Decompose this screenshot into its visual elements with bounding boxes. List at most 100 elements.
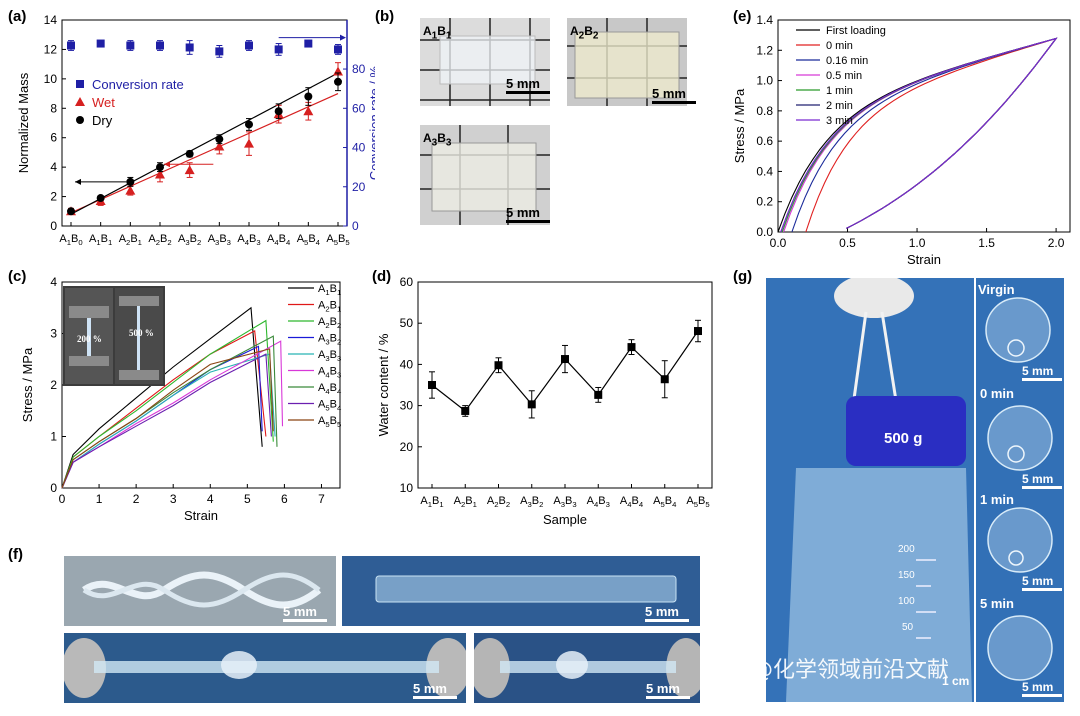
x-tick-label: A1B0 [59, 233, 82, 247]
point-conversion-rate [126, 41, 135, 50]
legend-label-a3b3: A3B3 [318, 349, 341, 363]
point-conversion-rate [156, 41, 164, 50]
point-conversion-rate [334, 45, 342, 54]
legend-label: 0.5 min [826, 70, 862, 82]
x-tick-label: 1.0 [909, 236, 926, 250]
wet-arrow-head [164, 161, 170, 168]
chart-a: 0 2 4 6 8 10 12 14 0 20 40 60 80 A1B0 A1B1 A2B1 A2B2 A3B2… [16, 13, 375, 247]
x-tick-label: 2.0 [1048, 236, 1065, 250]
legend-label: 0.16 min [826, 55, 868, 67]
y-tick-label: 2 [50, 378, 57, 392]
trend-line-dry [70, 72, 339, 215]
panel-label-f: (f) [8, 546, 23, 563]
label-virgin: Virgin [978, 282, 1015, 297]
tensile-test-inset: 200 % 500 % [63, 286, 165, 386]
bottle-mark-200: 200 [898, 544, 915, 555]
weight-label: 500 g [884, 430, 923, 447]
photo-a3b3 [420, 125, 550, 225]
legend-label-a1b1: A1B1 [318, 283, 341, 297]
y-tick-label: 0.2 [756, 195, 773, 209]
y-tick-label: 2 [50, 190, 57, 204]
legend-label: 3 min [826, 115, 853, 127]
y2-tick-label: 80 [352, 62, 366, 76]
curve-3-min [780, 37, 1058, 233]
x-tick-label: A2B2 [148, 233, 171, 247]
y2-tick-label: 40 [352, 141, 366, 155]
x-tick-label: A4B3 [237, 233, 260, 247]
data-point [461, 406, 470, 415]
panel-label-c: (c) [8, 268, 27, 285]
point-dry [304, 92, 313, 101]
data-point [627, 343, 636, 352]
data-point [494, 361, 503, 370]
bottle-mark-100: 100 [898, 596, 915, 607]
y-axis-label: Normalized Mass [16, 72, 31, 173]
inset-label-200: 200 % [77, 334, 102, 344]
x-tick-label: A1B1 [420, 495, 443, 509]
point-conversion-rate [274, 45, 283, 54]
data-point [694, 327, 702, 336]
point-conversion-rate [185, 43, 194, 52]
scale-bar-b2: 5 mm [652, 86, 696, 105]
photo-knotted-fiber-2 [474, 633, 700, 703]
point-dry [245, 120, 253, 129]
legend-label-a2b1: A2B1 [318, 300, 341, 314]
x-tick-label: 0.5 [839, 236, 856, 250]
point-dry [96, 194, 105, 203]
scale-bar-f2: 5 mm [645, 604, 689, 623]
scale-bar-g1: 5 mm [1022, 364, 1062, 382]
y-tick-label: 20 [400, 440, 414, 454]
panel-label-b: (b) [375, 8, 395, 25]
label-5-min: 5 min [980, 596, 1014, 611]
legend-label: 2 min [826, 100, 853, 112]
curve-2-min [780, 37, 1058, 233]
point-dry [215, 135, 224, 144]
y-tick-label: 8 [50, 101, 57, 115]
panel-label-g: (g) [733, 268, 753, 285]
point-wet [244, 138, 254, 148]
x-tick-label: 4 [207, 492, 214, 506]
legend-label-conversion: Conversion rate [92, 77, 184, 92]
scale-bar-b3: 5 mm [506, 205, 550, 224]
point-dry [185, 149, 194, 158]
point-dry [156, 163, 164, 172]
x-tick-label: 1.5 [978, 236, 995, 250]
point-conversion-rate [67, 41, 75, 50]
legend-label-a5b5: A5B5 [318, 415, 341, 429]
data-point [428, 381, 436, 389]
panel-label-e: (e) [733, 8, 752, 25]
x-tick-label: 5 [244, 492, 251, 506]
legend-label-a4b3: A4B3 [318, 366, 341, 380]
legend-marker-conversion [76, 80, 84, 88]
y2-tick-label: 20 [352, 180, 366, 194]
series-line-a2b2 [61, 319, 274, 489]
curve-first-loading [777, 37, 1058, 233]
scale-bar-f3: 5 mm [413, 681, 457, 700]
x-tick-label: A1B1 [89, 233, 112, 247]
watermark: 知乎 @化学领域前沿文献 [700, 658, 949, 683]
point-conversion-rate [96, 39, 105, 48]
data-point [594, 390, 603, 399]
scale-bar-g4: 5 mm [1022, 680, 1062, 698]
photo-healing-discs: Virgin 0 min 1 min 5 min [976, 278, 1064, 702]
y-tick-label: 1.2 [756, 43, 773, 57]
y-tick-label: 14 [44, 13, 58, 27]
point-wet [303, 106, 314, 116]
legend-label-wet: Wet [92, 95, 115, 110]
y2-axis-label: Conversion rate / % [367, 65, 375, 180]
chart-d: 10 20 30 40 50 60 A1B1 A2B1 A2B2 A3B2 A3B3 A4B3 A4B4… [376, 275, 713, 527]
x-tick-label: 3 [170, 492, 177, 506]
x-tick-label: 6 [281, 492, 288, 506]
y-tick-label: 12 [44, 42, 58, 56]
legend-label: 1 min [826, 85, 853, 97]
y-tick-label: 4 [50, 275, 57, 289]
x-tick-label: 1 [96, 492, 103, 506]
y-axis-label: Stress / MPa [732, 88, 747, 163]
x-tick-label: A2B1 [454, 495, 477, 509]
x-axis-label: Sample [543, 512, 587, 527]
x-tick-label: 0 [59, 492, 66, 506]
series-line-a5b5 [61, 348, 274, 489]
y-tick-label: 10 [44, 72, 58, 86]
x-tick-label: A4B4 [620, 495, 644, 509]
y-tick-label: 40 [400, 357, 414, 371]
